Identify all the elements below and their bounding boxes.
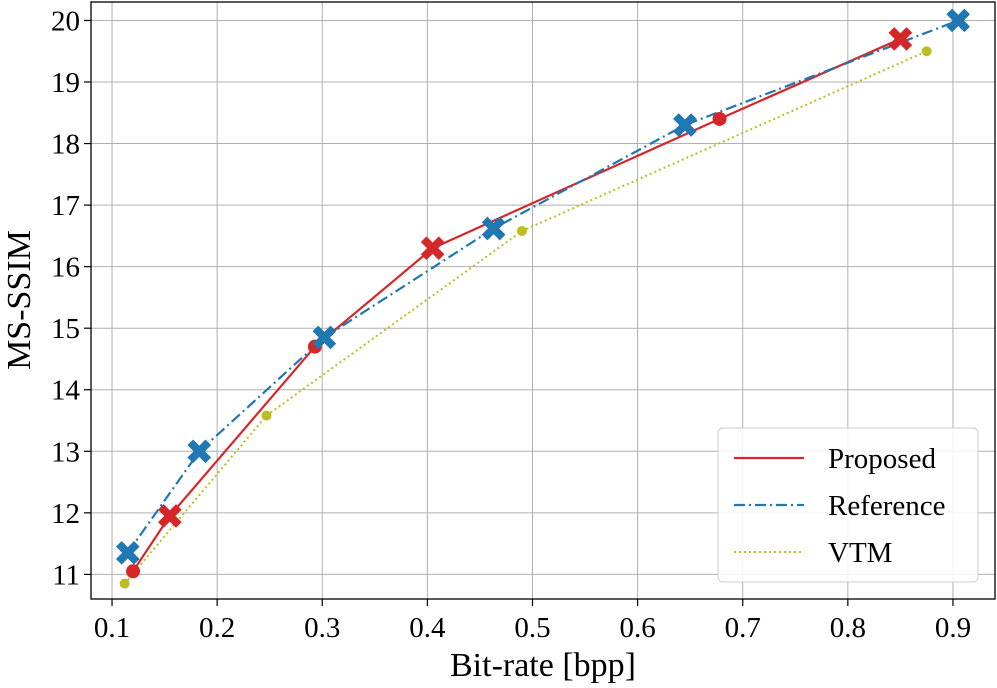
y-tick-label: 16 [51,252,80,284]
x-tick-label: 0.5 [514,612,550,644]
y-tick-label: 11 [52,559,80,591]
legend-reference-label: Reference [828,490,946,522]
ticks: 0.1 0.2 0.3 0.4 0.5 0.6 0.7 0.8 0.9 11 12 13 14 15 16 1… [51,5,971,644]
y-tick-label: 15 [51,313,80,345]
proposed-x-marker [158,504,182,528]
x-axis-label: Bit-rate [bpp] [450,647,636,684]
y-tick-label: 19 [51,67,80,99]
reference-x-marker [115,541,140,565]
y-tick-label: 14 [51,375,81,407]
reference-x-marker [673,113,697,137]
x-tick-label: 0.3 [304,612,340,644]
vtm-series-line [123,50,928,585]
proposed-circle-marker [126,564,141,579]
vtm-dot-marker [261,410,272,421]
y-axis-label: MS-SSIM [1,230,38,370]
vtm-dot-marker [921,46,932,57]
reference-x-marker [187,439,212,464]
series-markers [115,8,971,589]
legend-box [717,427,979,583]
x-tick-label: 0.2 [199,612,235,644]
reference-series-line [126,19,959,554]
y-tick-label: 12 [51,498,80,530]
y-tick-label: 17 [51,190,80,222]
x-tick-label: 0.9 [935,612,971,644]
x-tick-label: 0.8 [830,612,866,644]
x-tick-label: 0.4 [409,612,446,644]
reference-x-marker [481,216,506,241]
legend-proposed-label: Proposed [828,443,936,475]
x-tick-label: 0.7 [725,612,761,644]
legend-vtm-label: VTM [828,537,892,569]
y-tick-label: 18 [51,129,80,161]
vtm-dot-marker [516,225,527,236]
y-tick-label: 13 [51,436,80,468]
x-tick-label: 0.6 [619,612,655,644]
grid [91,2,995,599]
x-tick-label: 0.1 [94,612,130,644]
proposed-x-marker [420,236,445,261]
proposed-x-marker [888,27,913,51]
reference-x-marker [946,8,971,33]
reference-x-marker [312,325,337,350]
vtm-dot-marker [119,578,130,589]
proposed-circle-marker [712,111,727,126]
legend: Proposed Reference VTM [717,427,979,583]
plot-frame [90,1,996,600]
y-tick-label: 20 [51,5,80,37]
